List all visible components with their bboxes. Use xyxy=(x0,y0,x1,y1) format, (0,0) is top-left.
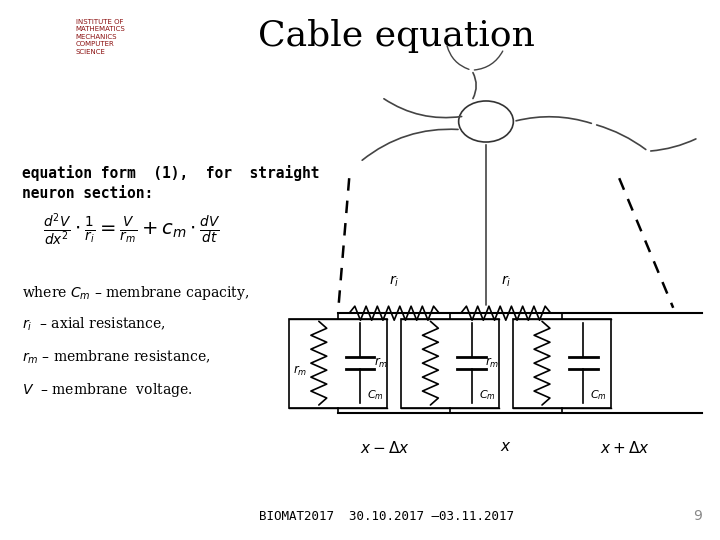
Bar xyxy=(401,319,499,408)
Text: $r_m$: $r_m$ xyxy=(485,356,500,370)
Text: $r_i$: $r_i$ xyxy=(390,273,400,289)
Text: $V$  – membrane  voltage.: $V$ – membrane voltage. xyxy=(22,381,192,399)
Text: neuron section:: neuron section: xyxy=(22,186,153,201)
Text: $r_m$: $r_m$ xyxy=(293,364,307,379)
Text: $C_m$: $C_m$ xyxy=(590,388,607,402)
Text: $x + \Delta x$: $x + \Delta x$ xyxy=(600,440,650,456)
Text: Cable equation: Cable equation xyxy=(258,19,534,53)
Text: $r_m$ – membrane resistance,: $r_m$ – membrane resistance, xyxy=(22,348,210,366)
Bar xyxy=(289,319,387,408)
Text: $C_m$: $C_m$ xyxy=(367,388,384,402)
Text: INSTITUTE OF
MATHEMATICS
MECHANICS
COMPUTER
SCIENCE: INSTITUTE OF MATHEMATICS MECHANICS COMPU… xyxy=(76,19,125,55)
Text: 9: 9 xyxy=(693,509,702,523)
Text: $x$: $x$ xyxy=(500,440,512,454)
Text: $C_m$: $C_m$ xyxy=(479,388,495,402)
Text: $r_i$: $r_i$ xyxy=(501,273,511,289)
Text: $r_m$: $r_m$ xyxy=(374,356,388,370)
Text: equation form  (1),  for  straight: equation form (1), for straight xyxy=(22,165,319,181)
Text: $r_i$  – axial resistance,: $r_i$ – axial resistance, xyxy=(22,316,166,333)
Text: $\frac{d^2V}{dx^2} \cdot \frac{1}{r_i} = \frac{V}{r_m} + c_m \cdot \frac{dV}{dt}: $\frac{d^2V}{dx^2} \cdot \frac{1}{r_i} =… xyxy=(43,211,221,248)
Text: where $C_m$ – membrane capacity,: where $C_m$ – membrane capacity, xyxy=(22,284,249,301)
Text: $x - \Delta x$: $x - \Delta x$ xyxy=(360,440,410,456)
Text: BIOMAT2017  30.10.2017 –03.11.2017: BIOMAT2017 30.10.2017 –03.11.2017 xyxy=(259,510,514,523)
Bar xyxy=(513,319,611,408)
